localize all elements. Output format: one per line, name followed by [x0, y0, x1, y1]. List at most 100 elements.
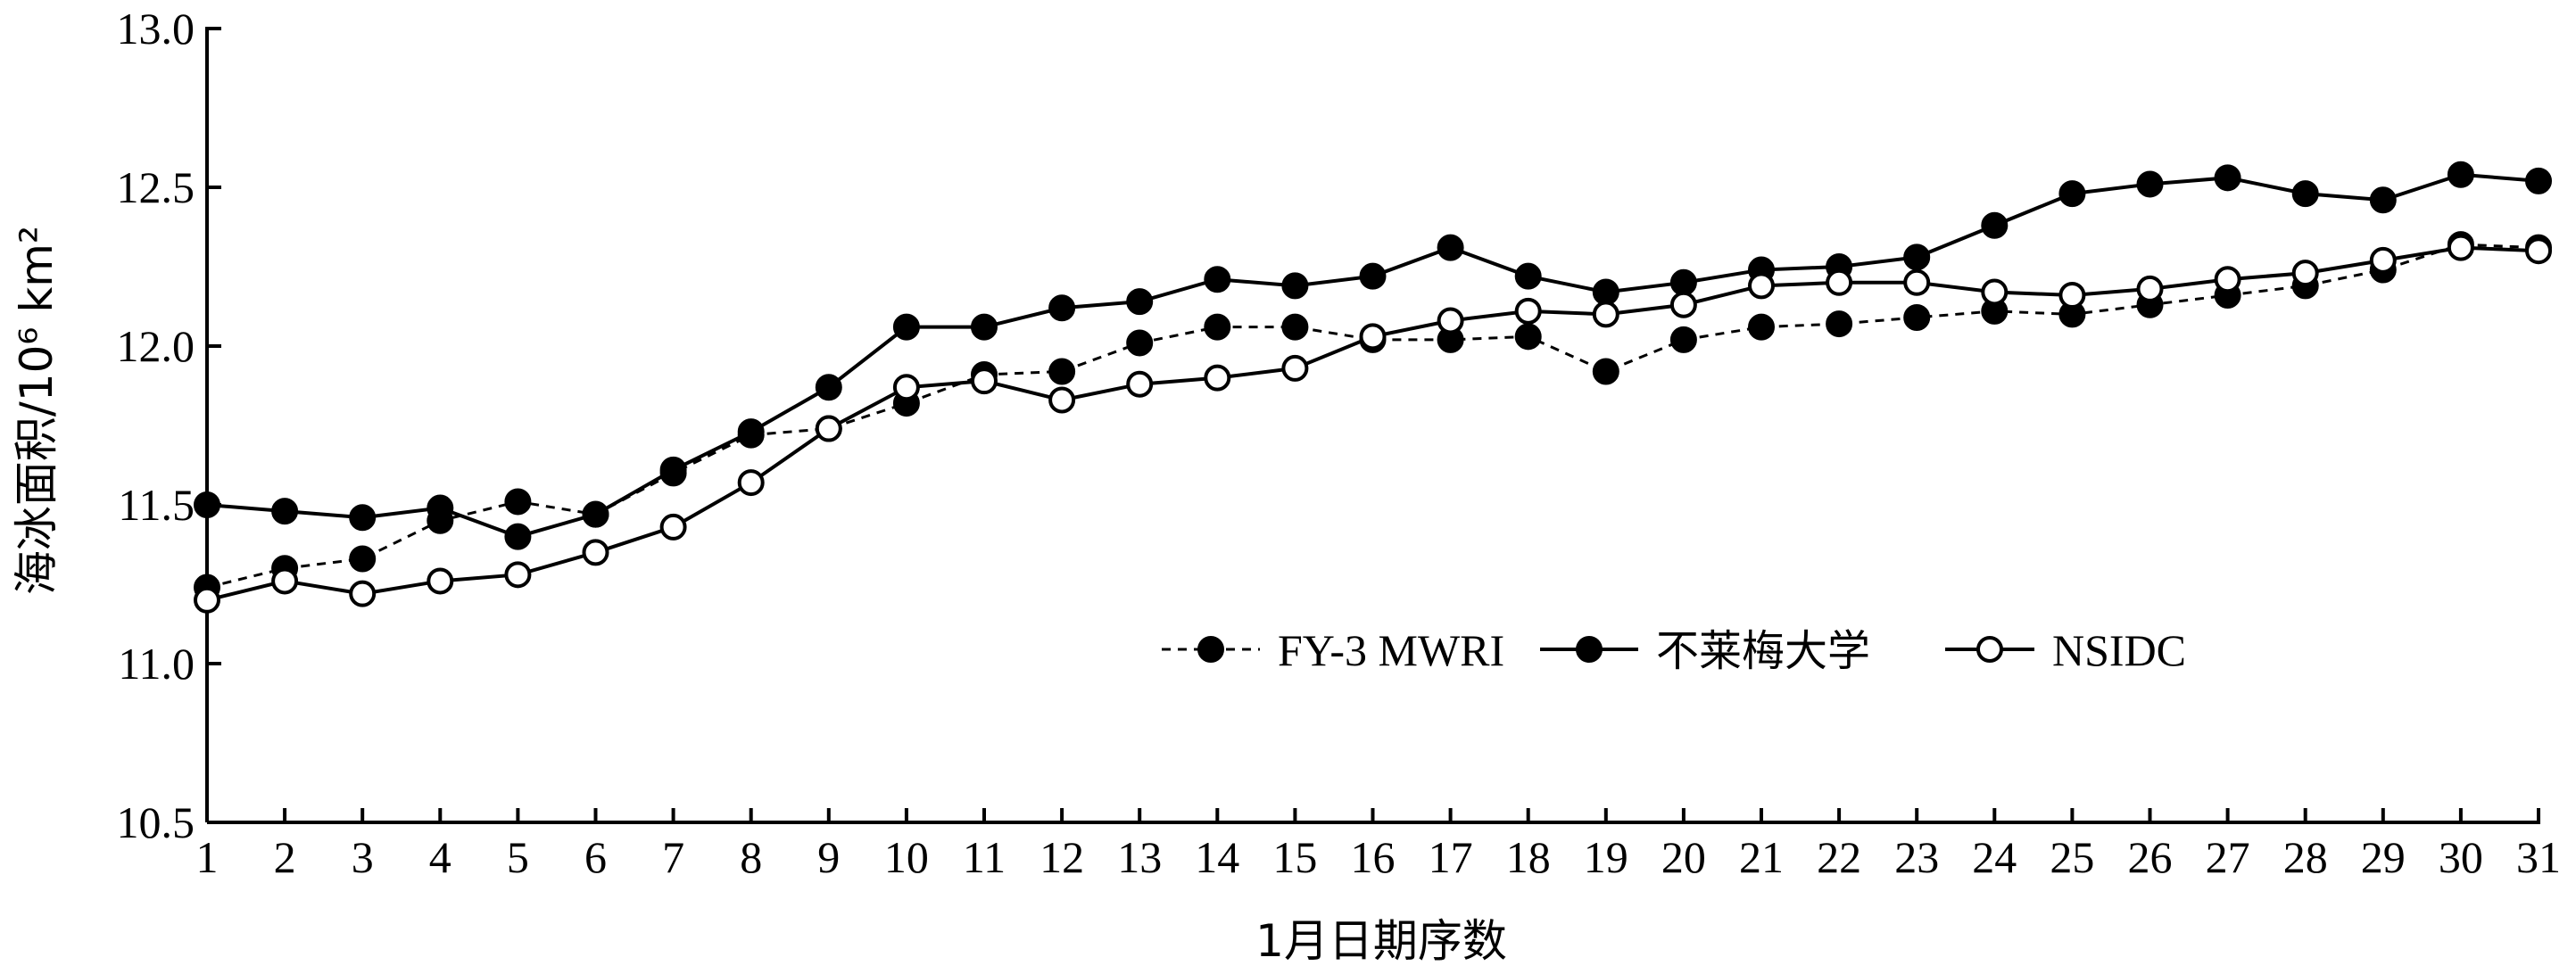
x-tick-label: 11: [963, 832, 1006, 882]
data-point: [1903, 244, 1931, 271]
data-point: [2525, 237, 2552, 265]
data-point: [1748, 272, 1775, 300]
x-tick-label: 22: [1817, 832, 1861, 882]
data-point: [1592, 301, 1619, 328]
series-3: [194, 234, 2552, 614]
data-point: [271, 498, 299, 525]
data-point: [1204, 364, 1231, 392]
data-point: [1514, 323, 1542, 351]
x-tick-label: 10: [884, 832, 929, 882]
data-point: [1437, 307, 1464, 334]
legend-item-1: FY-3 MWRI: [1162, 625, 1504, 675]
x-tick-label: 2: [274, 832, 296, 882]
data-point: [2291, 260, 2319, 287]
data-point: [582, 539, 609, 566]
legend-marker: [1197, 636, 1224, 663]
x-tick-label: 29: [2361, 832, 2406, 882]
data-point: [1126, 329, 1154, 357]
data-point: [504, 523, 532, 550]
data-point: [815, 415, 842, 442]
x-tick-label: 21: [1739, 832, 1784, 882]
data-point: [1514, 262, 1542, 290]
x-tick-label: 24: [1972, 832, 2017, 882]
x-tick-label: 6: [584, 832, 607, 882]
data-point: [1826, 310, 1853, 338]
y-tick-label: 12.0: [117, 321, 195, 371]
x-tick-label: 9: [817, 832, 840, 882]
data-point: [2447, 234, 2474, 261]
data-point: [427, 567, 454, 595]
data-point: [1903, 303, 1931, 331]
data-point: [1048, 358, 1076, 385]
legend-label: NSIDC: [2052, 625, 2186, 675]
data-point: [1903, 268, 1931, 296]
data-point: [1748, 313, 1775, 341]
x-tick-label: 18: [1506, 832, 1551, 882]
data-point: [1592, 278, 1619, 306]
data-point: [1669, 268, 1697, 296]
data-point: [2058, 282, 2086, 310]
data-point: [1514, 297, 1542, 325]
x-tick-label: 12: [1040, 832, 1084, 882]
y-axis-label: 海冰面积/10⁶ km²: [11, 226, 62, 595]
y-tick-label: 11.5: [118, 480, 195, 530]
data-point: [504, 561, 532, 589]
data-point: [659, 513, 687, 541]
data-point: [2214, 164, 2241, 192]
data-point: [2214, 266, 2241, 293]
x-tick-label: 3: [352, 832, 374, 882]
data-point: [2058, 180, 2086, 208]
data-point: [2136, 170, 2164, 198]
data-point: [271, 567, 299, 595]
legend-label: 不莱梅大学: [1656, 626, 1870, 676]
y-tick-label: 12.5: [117, 162, 195, 212]
x-tick-label: 20: [1661, 832, 1706, 882]
x-axis-ticks: 1 2 3 4 5 6 7 8 9 10 11 12 13 14 15 16 17 18 19 20 21 22 23 24 2…: [196, 808, 2561, 882]
y-tick-label: 11.0: [118, 639, 195, 689]
x-tick-label: 15: [1272, 832, 1317, 882]
data-point: [737, 469, 765, 497]
x-tick-label: 1: [196, 832, 219, 882]
x-tick-label: 7: [662, 832, 684, 882]
y-tick-label: 10.5: [117, 797, 195, 847]
x-axis-label: 1月日期序数: [1255, 915, 1507, 967]
data-point: [2369, 186, 2397, 214]
x-tick-label: 5: [507, 832, 529, 882]
data-point: [1359, 262, 1387, 290]
legend-marker: [1576, 636, 1603, 663]
y-axis-ticks: 10.5 11.0 11.5 12.0 12.5 13.0: [117, 4, 221, 847]
data-point: [1437, 234, 1464, 261]
series-line: [206, 243, 2539, 590]
data-point: [2447, 161, 2474, 188]
data-point: [504, 488, 532, 516]
data-point: [815, 374, 842, 401]
legend-item-3: NSIDC: [1945, 625, 2186, 675]
x-tick-label: 4: [429, 832, 451, 882]
data-point: [2525, 167, 2552, 194]
data-point: [1281, 272, 1309, 300]
x-tick-label: 17: [1429, 832, 1473, 882]
data-point: [1126, 288, 1154, 316]
x-tick-label: 19: [1584, 832, 1628, 882]
data-point: [582, 500, 609, 528]
data-point: [737, 418, 765, 446]
data-point: [349, 580, 377, 607]
series-line: [206, 172, 2539, 539]
data-point: [971, 367, 998, 395]
x-tick-label: 27: [2206, 832, 2250, 882]
data-point: [194, 491, 220, 518]
series-group: [194, 161, 2552, 614]
x-tick-label: 8: [740, 832, 762, 882]
data-point: [1281, 313, 1309, 341]
data-point: [1281, 354, 1309, 382]
data-point: [2291, 180, 2319, 208]
x-tick-label: 16: [1351, 832, 1396, 882]
legend-item-2: 不莱梅大学: [1540, 626, 1870, 676]
data-point: [659, 456, 687, 483]
x-tick-label: 23: [1894, 832, 1939, 882]
x-tick-label: 31: [2516, 832, 2561, 882]
data-point: [2369, 246, 2397, 274]
data-point: [1981, 278, 2009, 306]
data-point: [971, 313, 998, 341]
data-point: [1048, 294, 1076, 322]
